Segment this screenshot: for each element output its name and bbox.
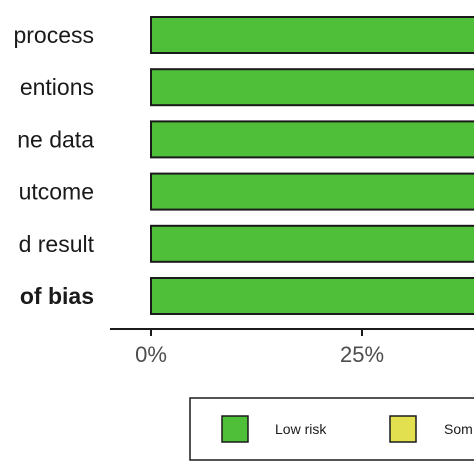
category-label: d result bbox=[19, 231, 95, 257]
legend-key-low-risk bbox=[221, 415, 249, 443]
category-label: of bias bbox=[20, 283, 94, 309]
category-label: utcome bbox=[19, 179, 94, 205]
bar-low-risk-utcome bbox=[150, 172, 474, 211]
bar-low-risk-of-bias bbox=[150, 277, 474, 315]
category-label: entions bbox=[20, 74, 94, 100]
x-tick-label: 25% bbox=[340, 342, 384, 367]
bar-low-risk-d-result bbox=[150, 224, 474, 263]
legend-key-som bbox=[389, 415, 417, 443]
legend: Low risk Som bbox=[189, 397, 474, 461]
category-label: process bbox=[13, 22, 94, 48]
bar-low-risk-ne-data bbox=[150, 120, 474, 159]
legend-label: Low risk bbox=[275, 421, 327, 437]
x-axis: 0% 25% bbox=[110, 328, 474, 367]
bar-low-risk-entions bbox=[150, 68, 474, 107]
category-labels: process entions ne data utcome d result of bi… bbox=[13, 22, 94, 309]
legend-label: Som bbox=[444, 421, 473, 437]
bar-low-risk-process bbox=[150, 16, 474, 54]
category-label: ne data bbox=[17, 126, 94, 152]
x-tick-label: 0% bbox=[135, 342, 167, 367]
bars-group bbox=[150, 16, 474, 315]
